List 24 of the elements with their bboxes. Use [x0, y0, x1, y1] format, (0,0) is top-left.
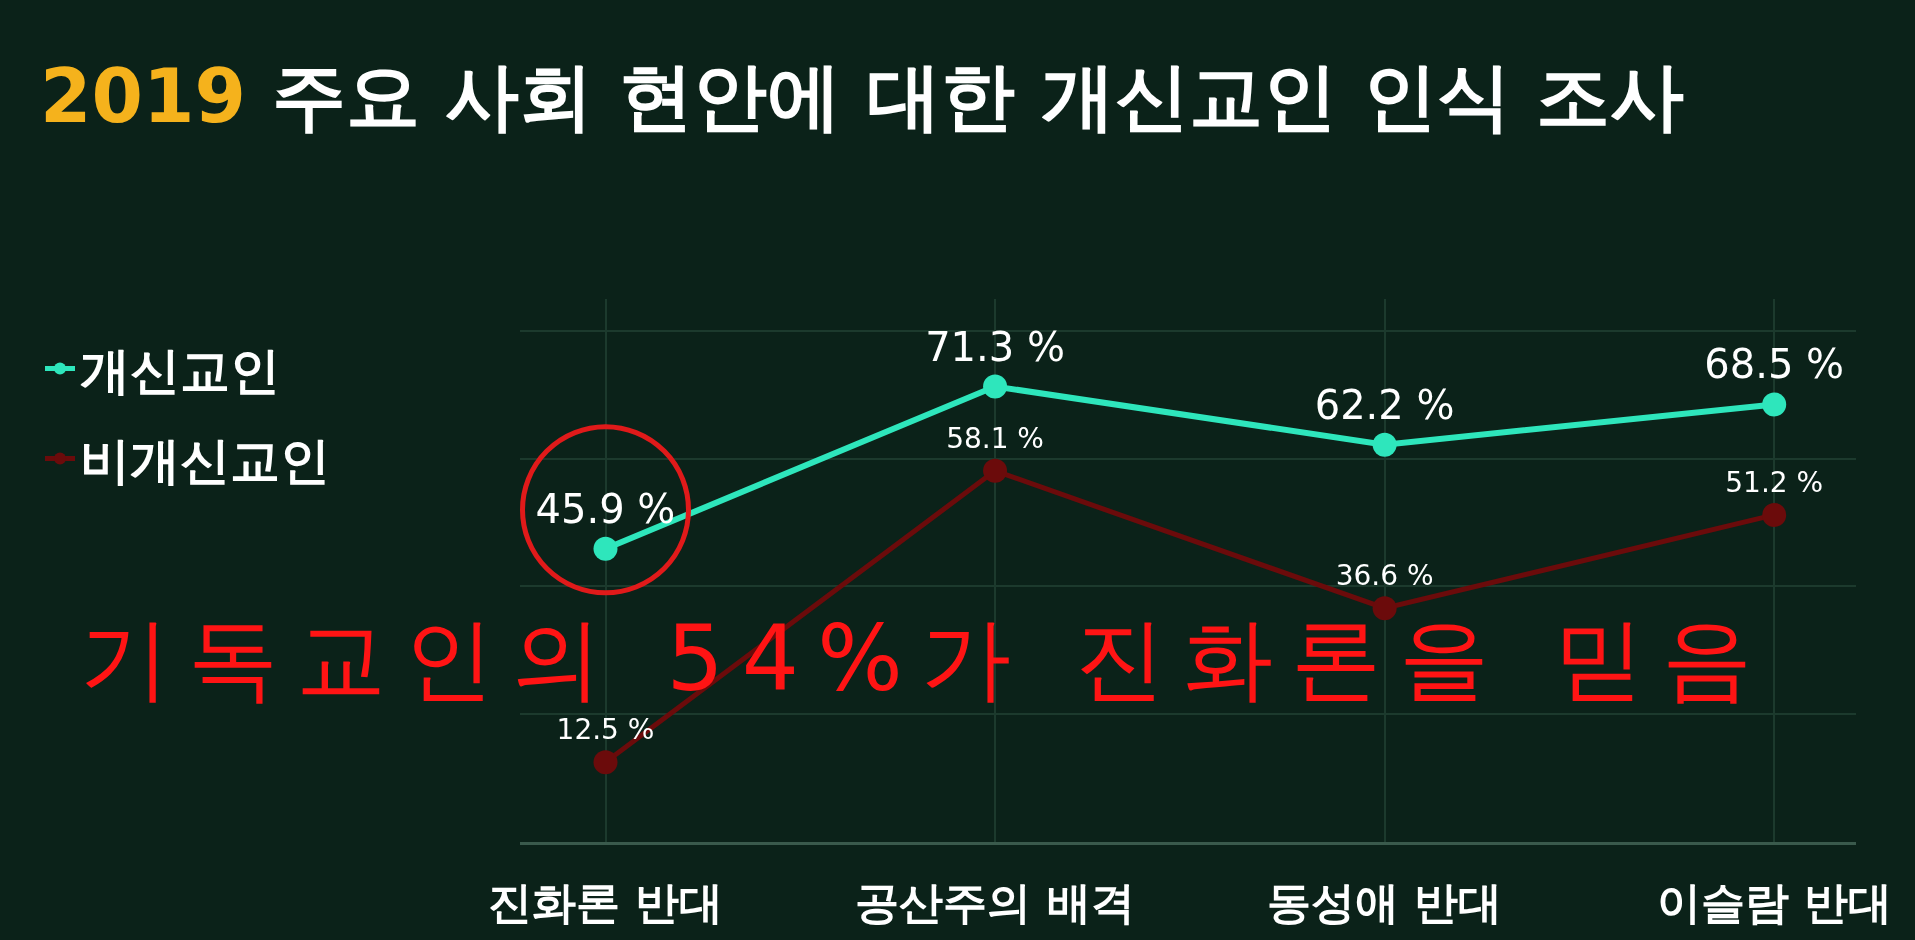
data-label: 12.5 % [556, 713, 655, 747]
chart-title: 2019 주요 사회 현안에 대한 개신교인 인식 조사 [40, 52, 1685, 139]
point [1762, 502, 1787, 527]
data-label: 45.9 % [535, 485, 676, 532]
x-tick-label: 동성애 반대 [1266, 876, 1503, 928]
annotation: 기독교인의 54%가 진화론을 믿음 [80, 606, 1770, 711]
data-label: 58.1 % [946, 421, 1044, 455]
point [983, 458, 1008, 483]
point [593, 536, 618, 561]
point [1372, 432, 1397, 457]
point [593, 750, 618, 775]
data-label: 62.2 % [1314, 381, 1455, 428]
data-label: 68.5 % [1704, 341, 1845, 388]
x-tick-label: 진화론 반대 [487, 876, 724, 928]
legend-label: 개신교인 [80, 341, 280, 400]
legend-label: 비개신교인 [80, 431, 330, 490]
point [1372, 596, 1397, 621]
point [983, 374, 1008, 399]
data-label: 36.6 % [1335, 559, 1434, 593]
x-tick-label: 공산주의 배격 [855, 876, 1135, 928]
point [1762, 392, 1787, 417]
data-label: 71.3 % [925, 323, 1065, 370]
x-tick-label: 이슬람 반대 [1656, 876, 1892, 928]
data-label: 51.2 % [1725, 465, 1824, 499]
